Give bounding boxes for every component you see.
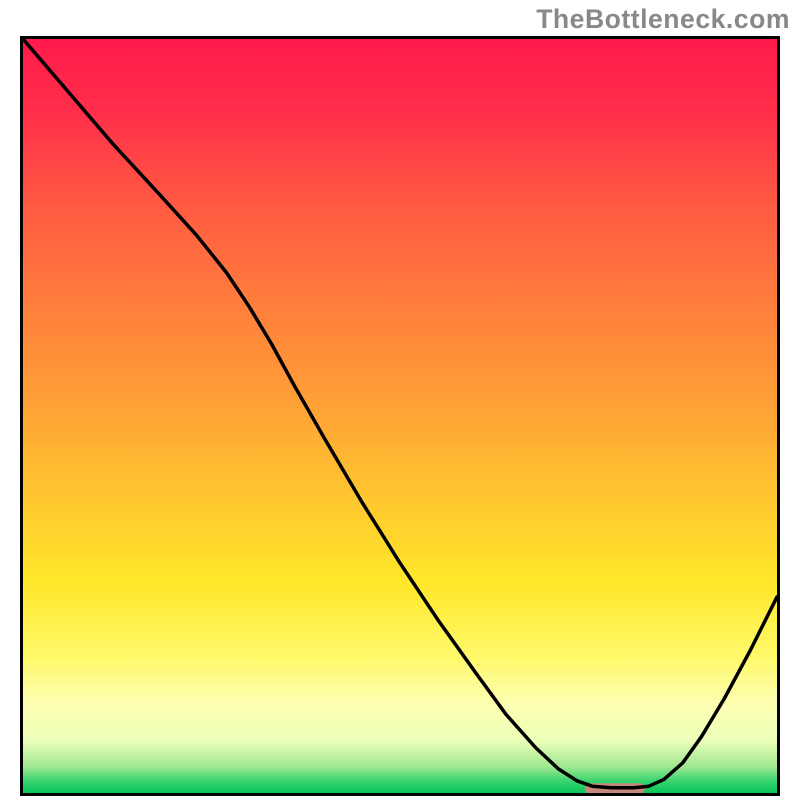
chart-background [23,39,777,793]
plot-area [20,36,780,796]
watermark-text: TheBottleneck.com [536,4,790,35]
chart-container: TheBottleneck.com [0,0,800,800]
chart-svg [20,36,780,796]
